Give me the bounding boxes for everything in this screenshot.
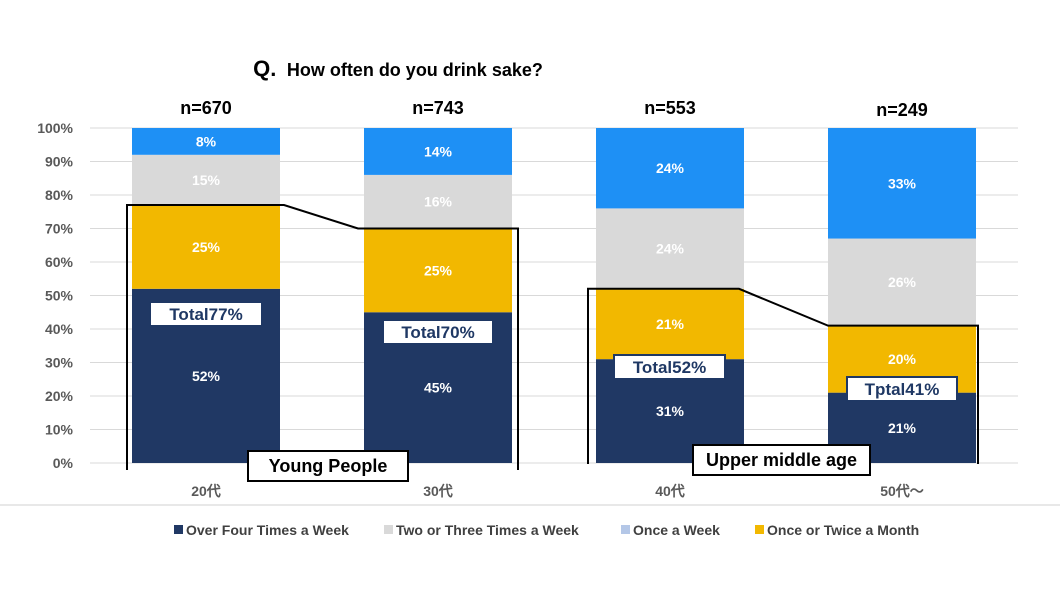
sample-size-label: n=553 <box>644 98 696 118</box>
x-tick-label: 50代～ <box>880 483 924 499</box>
data-label: 15% <box>192 172 221 188</box>
legend-entry: Once a Week <box>633 522 720 538</box>
group-label-box <box>692 444 871 476</box>
y-tick-label: 60% <box>45 254 74 270</box>
bar-segment <box>596 208 744 289</box>
data-label: 31% <box>656 403 685 419</box>
y-tick-label: 10% <box>45 422 74 438</box>
total-label: Total70% <box>401 323 474 342</box>
group-outline <box>587 287 979 464</box>
y-tick-label: 70% <box>45 221 74 237</box>
y-tick-label: 80% <box>45 187 74 203</box>
data-label: 26% <box>888 274 917 290</box>
y-axis: 0% 10% 20% 30% 40% 50% 60% 70% 80% 90% 100% <box>37 120 73 471</box>
group-label: Young People <box>269 456 388 476</box>
total-box <box>382 319 494 345</box>
data-label: 21% <box>888 420 917 436</box>
bar-segment <box>828 238 976 326</box>
chart-title: Q. How often do you drink sake? <box>253 56 543 81</box>
y-tick-label: 20% <box>45 388 74 404</box>
bar-segment <box>364 174 512 229</box>
legend: Over Four Times a Week Two or Three Times… <box>174 522 919 538</box>
total-box <box>613 354 726 380</box>
x-tick-label: 40代 <box>655 483 685 499</box>
legend-swatch <box>621 525 630 534</box>
y-tick-label: 100% <box>37 120 73 136</box>
x-tick-label: 20代 <box>191 483 221 499</box>
bar-segment <box>364 128 512 175</box>
legend-swatch <box>755 525 764 534</box>
y-tick-label: 0% <box>53 455 74 471</box>
data-label: 52% <box>192 368 221 384</box>
bar-segment <box>132 128 280 155</box>
legend-entry: Once or Twice a Month <box>767 522 919 538</box>
group-label: Upper middle age <box>706 450 857 470</box>
data-label: 20% <box>888 351 917 367</box>
data-label: 21% <box>656 316 685 332</box>
bar-segment <box>596 128 744 209</box>
data-labels: 52% 25% 15% 8% 45% 25% 16% 14% 31% 21% 24% 24% 21% 20… <box>192 133 917 435</box>
y-tick-label: 90% <box>45 154 74 170</box>
legend-entry: Over Four Times a Week <box>186 522 349 538</box>
legend-entry: Two or Three Times a Week <box>396 522 579 538</box>
legend-swatch <box>174 525 183 534</box>
bar-segment <box>132 154 280 206</box>
data-label: 24% <box>656 160 685 176</box>
chart-title-text: How often do you drink sake? <box>287 60 543 80</box>
bar-segment <box>596 288 744 360</box>
bar-segment <box>828 128 976 239</box>
data-label: 25% <box>192 239 221 255</box>
total-box <box>846 376 958 402</box>
data-label: 24% <box>656 241 685 257</box>
sample-size-labels: n=670 n=743 n=553 n=249 <box>180 98 928 120</box>
chart-title-prefix: Q. <box>253 56 276 81</box>
data-label: 45% <box>424 380 453 396</box>
data-label: 33% <box>888 175 917 191</box>
annotations: Total77% Total70% Total52% Tptal41% Young Pe… <box>126 204 979 482</box>
total-label: Total77% <box>169 305 242 324</box>
bar-segment <box>364 228 512 313</box>
group-label-box <box>247 450 409 482</box>
legend-swatch <box>384 525 393 534</box>
sample-size-label: n=743 <box>412 98 464 118</box>
data-label: 16% <box>424 194 453 210</box>
y-tick-label: 50% <box>45 288 74 304</box>
x-axis: 20代 30代 40代 50代～ <box>191 483 924 499</box>
total-label: Total52% <box>633 358 706 377</box>
y-tick-label: 30% <box>45 355 74 371</box>
x-tick-label: 30代 <box>423 483 453 499</box>
total-box <box>149 301 263 327</box>
data-label: 14% <box>424 143 453 159</box>
y-tick-label: 40% <box>45 321 74 337</box>
data-label: 8% <box>196 133 217 149</box>
sample-size-label: n=249 <box>876 100 928 120</box>
bar-segment <box>132 205 280 289</box>
group-outline <box>126 204 519 470</box>
sample-size-label: n=670 <box>180 98 232 118</box>
total-label: Tptal41% <box>865 380 940 399</box>
data-label: 25% <box>424 262 453 278</box>
